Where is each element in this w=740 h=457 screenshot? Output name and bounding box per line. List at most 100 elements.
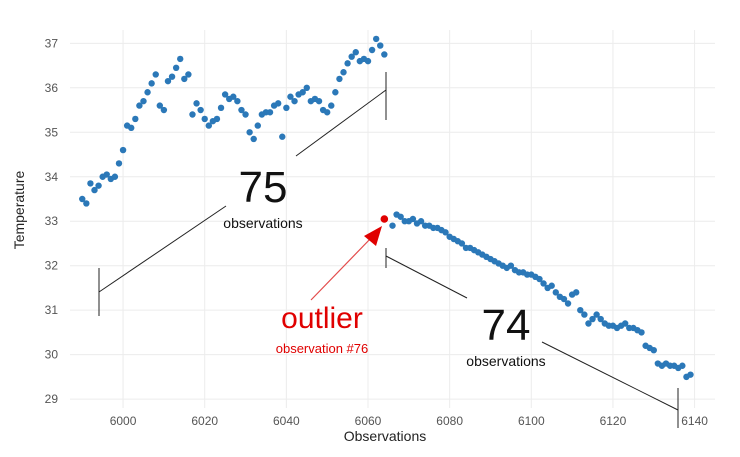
data-point <box>577 306 584 314</box>
data-point <box>87 180 94 187</box>
data-point <box>536 275 543 283</box>
data-point <box>621 320 629 327</box>
x-tick-label: 6020 <box>191 414 218 428</box>
y-tick-label: 36 <box>45 81 59 95</box>
x-tick-label: 6140 <box>681 414 708 428</box>
data-point <box>364 57 372 65</box>
data-point <box>323 109 331 116</box>
data-point <box>136 102 143 109</box>
data-point <box>197 106 204 114</box>
data-point <box>581 311 588 318</box>
outlier-arrow-line <box>310 235 374 301</box>
data-point <box>389 222 396 229</box>
x-tick-label: 6080 <box>436 414 463 428</box>
left-observations-label: observations <box>223 215 302 231</box>
data-point <box>560 295 568 303</box>
data-point <box>585 320 592 327</box>
data-point <box>177 55 184 63</box>
data-point <box>181 75 188 83</box>
x-tick-label: 6100 <box>518 414 545 428</box>
data-point <box>213 115 221 123</box>
data-point <box>189 111 196 118</box>
data-point <box>156 102 164 109</box>
data-point <box>372 35 380 43</box>
data-point <box>336 75 343 83</box>
data-point <box>397 213 404 220</box>
x-tick-label: 6060 <box>355 414 382 428</box>
outlier-arrow-head <box>364 226 382 246</box>
data-point <box>254 122 261 129</box>
left-count-label: 75 <box>239 163 288 212</box>
data-point <box>193 100 200 107</box>
data-point <box>238 106 245 114</box>
data-point <box>687 371 694 378</box>
data-point <box>128 124 135 132</box>
y-tick-label: 37 <box>45 36 59 50</box>
data-point <box>552 289 559 296</box>
data-point <box>246 129 253 136</box>
data-point <box>283 104 290 112</box>
data-point <box>152 71 159 78</box>
data-point <box>250 135 257 143</box>
data-point <box>564 300 572 307</box>
data-points <box>79 35 694 381</box>
right-connector-line-top <box>295 89 387 157</box>
data-point <box>299 89 306 96</box>
y-tick-label: 31 <box>45 303 59 317</box>
data-point <box>230 93 237 100</box>
data-point <box>91 186 98 194</box>
x-tick-label: 6120 <box>600 414 627 428</box>
y-tick-label: 34 <box>45 170 59 184</box>
outlier-subtitle: observation #76 <box>276 341 369 356</box>
data-point <box>115 160 123 167</box>
data-point <box>266 109 274 116</box>
data-point <box>650 346 657 354</box>
annotation-lines <box>98 72 679 428</box>
data-point <box>185 71 192 78</box>
data-point <box>507 262 515 269</box>
data-point <box>79 195 86 203</box>
data-point <box>201 115 208 123</box>
data-point <box>638 329 645 336</box>
y-tick-label: 30 <box>45 348 59 362</box>
y-tick-labels: 29 30 31 32 33 34 35 36 37 <box>45 36 59 406</box>
data-point <box>458 240 466 247</box>
data-point <box>83 200 90 207</box>
data-point <box>340 69 347 76</box>
outlier-title: outlier <box>281 302 363 335</box>
data-point <box>148 80 155 87</box>
data-point <box>287 93 294 100</box>
y-tick-label: 33 <box>45 214 59 228</box>
data-point <box>417 218 425 225</box>
data-point <box>679 362 686 369</box>
outlier-point <box>380 215 389 223</box>
x-tick-labels: 6000 6020 6040 6060 6080 6100 6120 6140 <box>110 414 709 428</box>
data-point <box>303 84 310 92</box>
data-point <box>377 42 384 49</box>
data-point <box>234 97 241 105</box>
data-point <box>348 53 355 60</box>
data-point <box>140 97 147 105</box>
data-point <box>332 89 339 96</box>
data-point <box>328 102 335 109</box>
x-tick-label: 6040 <box>273 414 300 428</box>
data-point <box>573 289 580 296</box>
data-point <box>352 49 359 56</box>
data-point <box>597 315 604 323</box>
right-count-label: 74 <box>482 301 531 350</box>
data-point <box>593 311 600 318</box>
data-point <box>172 64 180 72</box>
data-point <box>540 280 547 287</box>
data-point <box>103 171 110 178</box>
grid <box>70 30 715 408</box>
x-axis-label: Observations <box>344 428 426 444</box>
y-tick-label: 29 <box>45 392 59 406</box>
data-point <box>217 104 225 112</box>
data-point <box>291 97 298 105</box>
data-point <box>409 215 417 223</box>
y-tick-label: 35 <box>45 125 59 139</box>
range2-connector-line-end <box>541 341 679 411</box>
data-point <box>442 229 449 236</box>
left-connector-line <box>98 205 227 293</box>
data-point <box>274 100 282 107</box>
